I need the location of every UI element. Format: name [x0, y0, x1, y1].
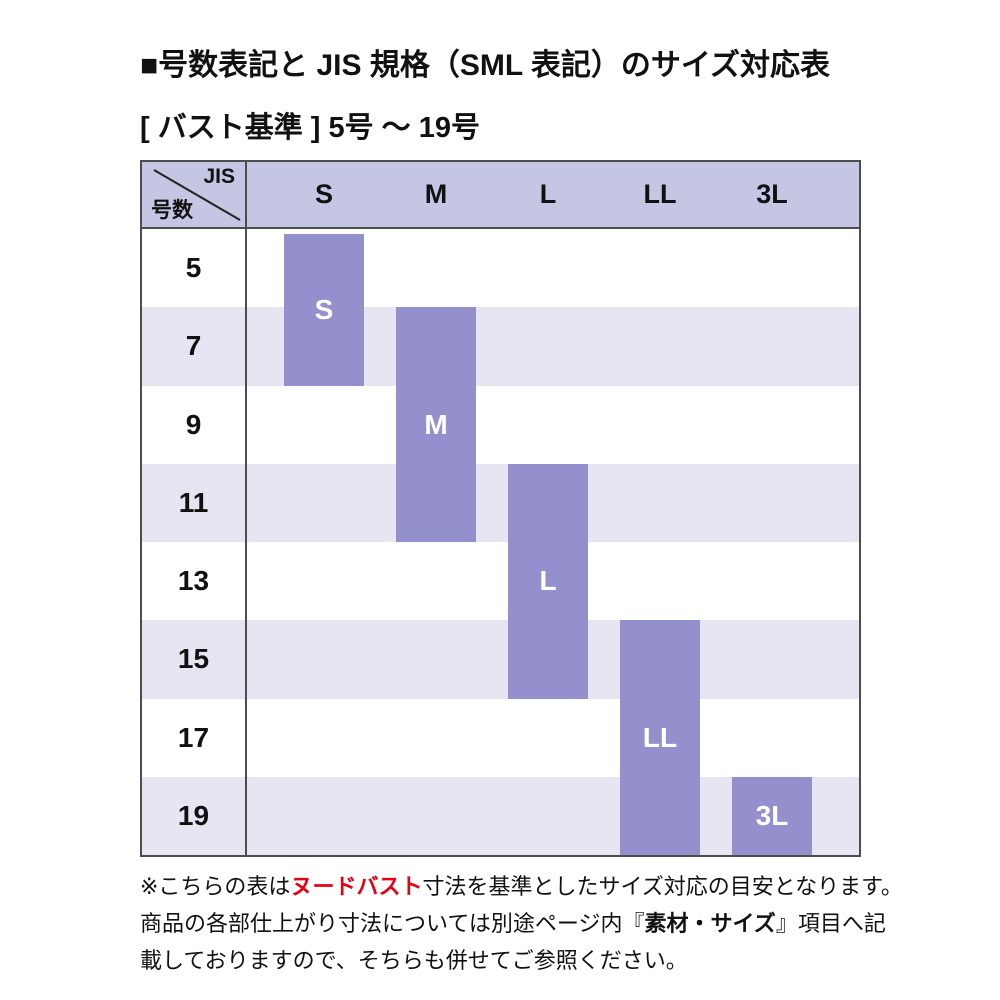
size-table: JIS 号数 S M L LL 3L 5 7 9 11 13 15 17 19 S M L LL 3L — [140, 160, 861, 857]
size-bar-M: M — [396, 307, 476, 542]
corner-label-gousu: 号数 — [151, 199, 193, 222]
page-title: ■号数表記と JIS 規格（SML 表記）のサイズ対応表 — [140, 49, 831, 82]
row-label-19: 19 — [177, 799, 210, 831]
row-label-7: 7 — [185, 330, 202, 362]
size-bar-label-L: L — [539, 565, 557, 597]
row-label-11: 11 — [178, 486, 209, 518]
table-body: 5 7 9 11 13 15 17 19 S M L LL 3L — [142, 229, 859, 855]
row-label-15: 15 — [177, 643, 210, 675]
row-label-9: 9 — [185, 408, 202, 440]
column-header-S: S — [314, 179, 333, 209]
size-bar-3L: 3L — [732, 776, 812, 855]
footnote-emphasis-red: ヌードバスト — [290, 874, 423, 899]
row-label-13: 13 — [177, 565, 210, 597]
diagonal-divider-icon — [153, 169, 241, 221]
row-band-7 — [142, 307, 859, 386]
column-header-LL: LL — [643, 179, 677, 209]
row-band-9 — [142, 385, 859, 464]
label-column-divider — [245, 162, 247, 855]
size-bar-label-3L: 3L — [755, 799, 789, 831]
row-label-5: 5 — [185, 252, 202, 284]
footnote-text: 商品の各部仕上がり寸法については別途ページ内『 — [140, 911, 645, 936]
row-band-5 — [142, 229, 859, 308]
row-label-17: 17 — [177, 721, 210, 753]
row-band-17 — [142, 698, 859, 777]
size-bar-label-LL: LL — [642, 721, 678, 753]
column-header-3L: 3L — [756, 179, 788, 209]
footnote-emphasis-bold: 素材・サイズ — [644, 911, 776, 936]
row-band-11 — [142, 463, 859, 542]
size-bar-label-S: S — [314, 293, 334, 325]
corner-cell: JIS 号数 — [142, 162, 247, 227]
size-bar-label-M: M — [424, 408, 448, 440]
subtitle: [ バスト基準 ] 5号 ～ 19号 — [140, 112, 480, 144]
footnote-text: 載しておりますので、そちらも併せてご参照ください。 — [140, 948, 688, 973]
column-header-M: M — [424, 179, 448, 209]
footnote-text: 寸法を基準としたサイズ対応の目安となります。 — [422, 874, 903, 899]
footnote-line-3: 載しておりますので、そちらも併せてご参照ください。 — [140, 942, 910, 979]
column-header-L: L — [539, 179, 557, 209]
size-bar-S: S — [284, 234, 364, 386]
footnote-line-2: 商品の各部仕上がり寸法については別途ページ内『素材・サイズ』項目へ記 — [140, 905, 910, 942]
row-band-15 — [142, 620, 859, 699]
footnote-text: 』項目へ記 — [775, 911, 886, 936]
corner-label-jis: JIS — [203, 165, 235, 188]
footnote-line-1: ※こちらの表はヌードバスト寸法を基準としたサイズ対応の目安となります。 — [140, 868, 910, 905]
size-bar-LL: LL — [620, 620, 700, 855]
footnote: ※こちらの表はヌードバスト寸法を基準としたサイズ対応の目安となります。 商品の各部… — [140, 868, 910, 979]
size-bar-L: L — [508, 463, 588, 699]
footnote-text: ※こちらの表は — [140, 874, 291, 899]
table-header: JIS 号数 S M L LL 3L — [142, 162, 859, 229]
row-band-13 — [142, 542, 859, 621]
